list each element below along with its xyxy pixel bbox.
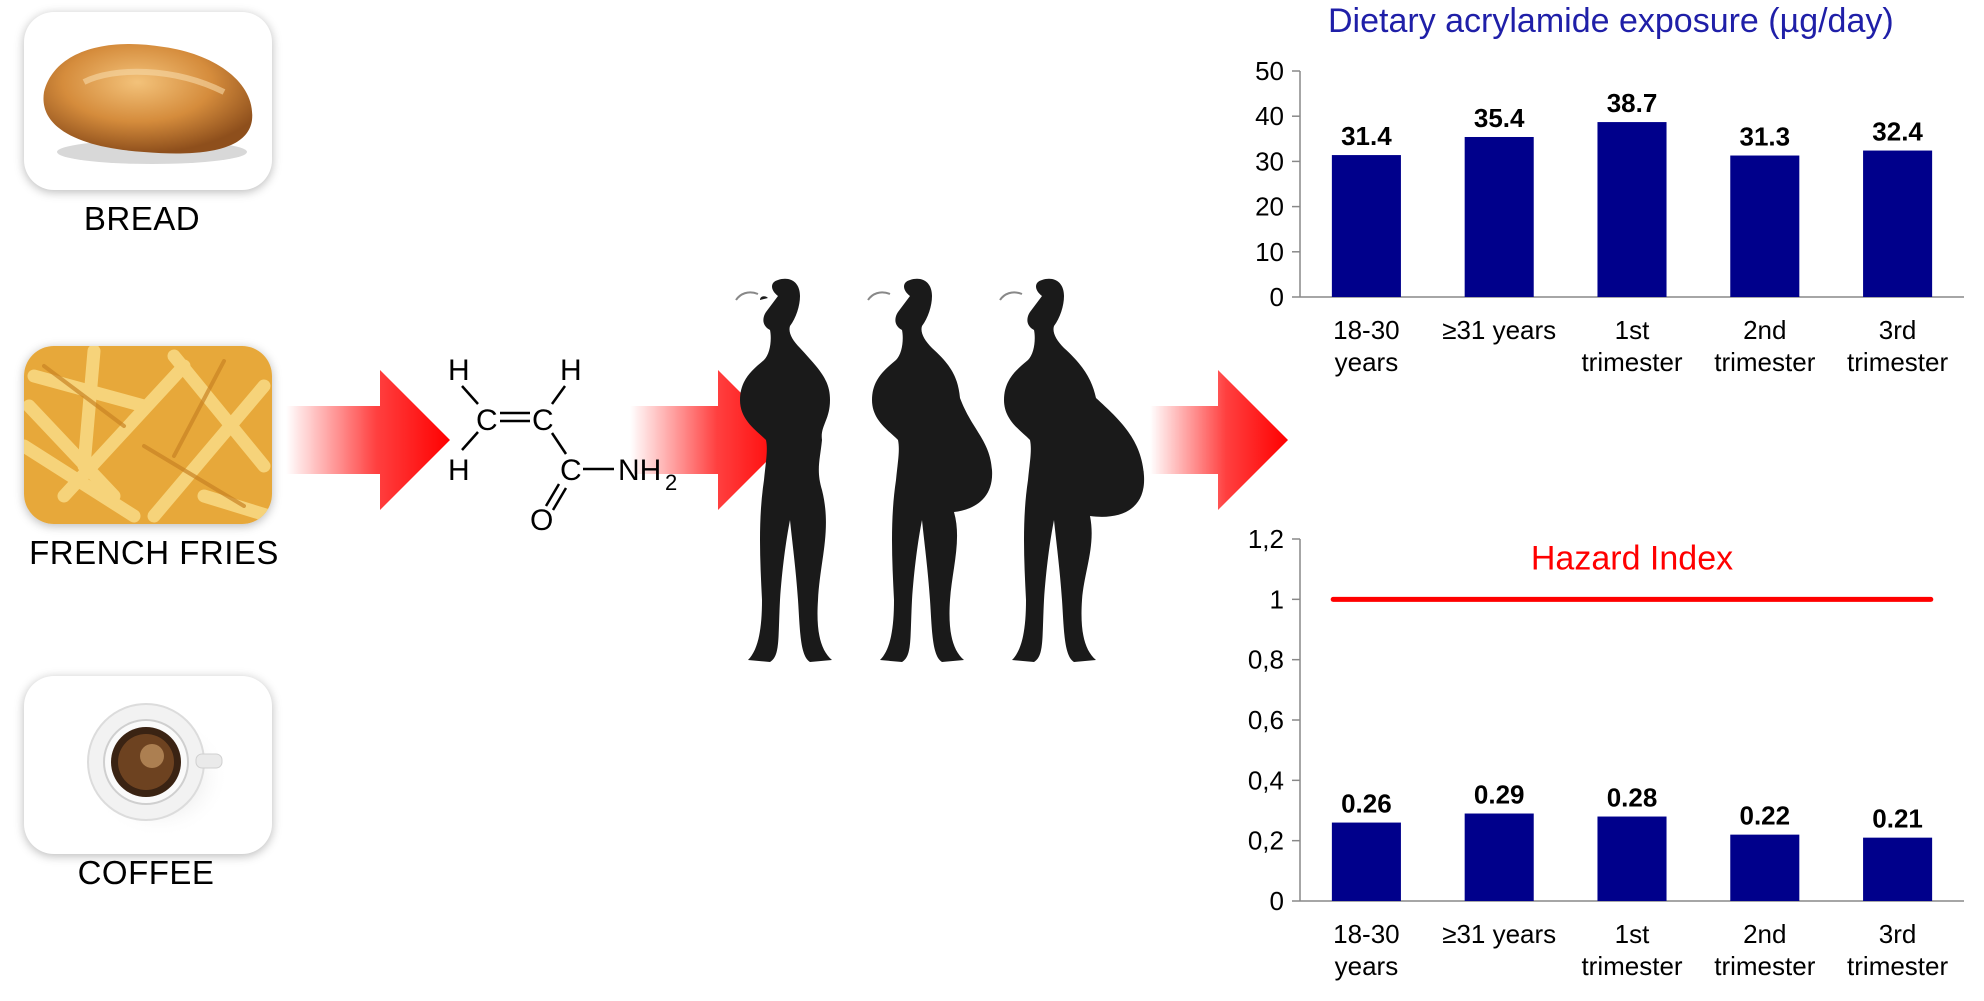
category-label: trimester bbox=[1714, 347, 1815, 377]
acrylamide-structure: H H C C H C O NH 2 bbox=[448, 354, 677, 537]
y-tick-label: 1,2 bbox=[1248, 524, 1284, 554]
y-tick-label: 0 bbox=[1270, 886, 1284, 916]
y-tick-label: 30 bbox=[1255, 146, 1284, 176]
category-label: 18-30 bbox=[1333, 315, 1400, 345]
woman-silhouette-mid-pregnancy bbox=[867, 278, 993, 662]
category-label: 2nd bbox=[1743, 919, 1786, 949]
data-label: 31.3 bbox=[1739, 122, 1790, 152]
coffee-card bbox=[24, 676, 272, 854]
bar bbox=[1597, 816, 1667, 901]
bread-card bbox=[24, 12, 272, 190]
category-label: years bbox=[1335, 951, 1399, 981]
data-label: 0.28 bbox=[1607, 783, 1658, 813]
y-tick-label: 0 bbox=[1270, 282, 1284, 312]
category-label: 3rd bbox=[1879, 315, 1917, 345]
data-label: 38.7 bbox=[1607, 88, 1658, 118]
category-label: 2nd bbox=[1743, 315, 1786, 345]
bread-image bbox=[43, 44, 253, 164]
category-label: ≥31 years bbox=[1442, 315, 1556, 345]
category-label: trimester bbox=[1847, 347, 1948, 377]
atom-h3: H bbox=[448, 454, 470, 487]
atom-subscript-2: 2 bbox=[665, 470, 677, 495]
bar bbox=[1331, 155, 1401, 297]
women-silhouettes bbox=[735, 278, 1145, 662]
atom-c3: C bbox=[560, 454, 582, 487]
food-label-bread: BREAD bbox=[83, 200, 201, 237]
y-tick-label: 0,6 bbox=[1248, 705, 1284, 735]
french-fries-card bbox=[24, 346, 272, 524]
woman-silhouette-not-pregnant bbox=[735, 278, 832, 662]
data-label: 0.21 bbox=[1872, 804, 1923, 834]
y-tick-label: 1 bbox=[1270, 584, 1284, 614]
bar bbox=[1464, 813, 1534, 901]
category-label: 1st bbox=[1615, 919, 1650, 949]
food-label-french-fries: FRENCH FRIES bbox=[29, 534, 279, 571]
bar bbox=[1863, 150, 1933, 297]
atom-nh: NH bbox=[618, 454, 661, 487]
category-label: ≥31 years bbox=[1442, 919, 1556, 949]
french-fries-image bbox=[24, 346, 272, 524]
category-label: trimester bbox=[1581, 347, 1682, 377]
data-label: 35.4 bbox=[1474, 103, 1525, 133]
atom-h1: H bbox=[448, 354, 470, 387]
exposure-chart-title: Dietary acrylamide exposure (µg/day) bbox=[1328, 2, 1894, 40]
arrow-food-to-molecule bbox=[286, 370, 450, 510]
bar bbox=[1464, 136, 1534, 297]
category-label: trimester bbox=[1714, 951, 1815, 981]
atom-c1: C bbox=[476, 404, 498, 437]
atom-o: O bbox=[530, 504, 553, 537]
data-label: 31.4 bbox=[1341, 121, 1392, 151]
category-label: 1st bbox=[1615, 315, 1650, 345]
y-tick-label: 0,2 bbox=[1248, 826, 1284, 856]
category-label: years bbox=[1335, 347, 1399, 377]
data-label: 0.26 bbox=[1341, 789, 1392, 819]
category-label: 18-30 bbox=[1333, 919, 1400, 949]
bar bbox=[1730, 155, 1800, 297]
bar bbox=[1331, 822, 1401, 901]
atom-h2: H bbox=[560, 354, 582, 387]
bar bbox=[1730, 834, 1800, 901]
coffee-cup-image bbox=[87, 703, 229, 838]
data-label: 32.4 bbox=[1872, 117, 1923, 147]
woman-silhouette-late-pregnancy bbox=[999, 278, 1145, 662]
y-tick-label: 0,8 bbox=[1248, 645, 1284, 675]
y-tick-label: 0,4 bbox=[1248, 765, 1284, 795]
data-label: 0.29 bbox=[1474, 780, 1525, 810]
data-label: 0.22 bbox=[1739, 801, 1790, 831]
y-tick-label: 40 bbox=[1255, 101, 1284, 131]
category-label: trimester bbox=[1581, 951, 1682, 981]
category-label: trimester bbox=[1847, 951, 1948, 981]
bar bbox=[1863, 837, 1933, 901]
y-tick-label: 50 bbox=[1255, 56, 1284, 86]
y-tick-label: 10 bbox=[1255, 237, 1284, 267]
atom-c2: C bbox=[532, 404, 554, 437]
arrow-women-to-charts bbox=[1150, 370, 1288, 510]
bar bbox=[1597, 122, 1667, 298]
category-label: 3rd bbox=[1879, 919, 1917, 949]
hazard-index-label: Hazard Index bbox=[1531, 539, 1733, 577]
y-tick-label: 20 bbox=[1255, 192, 1284, 222]
food-label-coffee: COFFEE bbox=[77, 854, 215, 891]
